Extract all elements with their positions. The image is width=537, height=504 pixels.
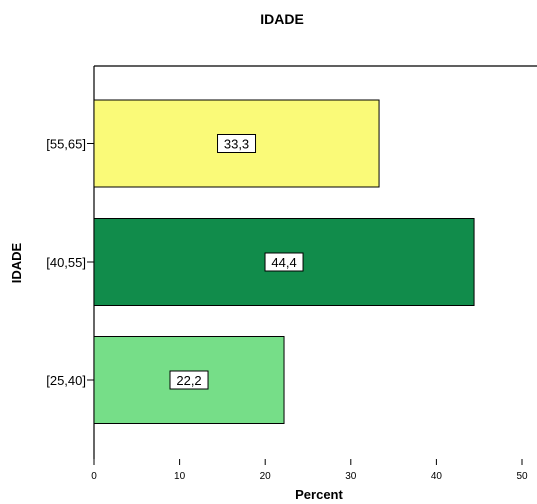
x-axis-ticks: 0 10 20 30 40 50 [91,459,528,482]
y-tick-label: [40,55] [46,255,86,270]
x-tick-label: 20 [260,471,272,482]
bar-value-label-box [264,252,304,272]
bar-value-label-box [169,370,209,390]
x-tick-label: 40 [431,471,443,482]
bar-value-label: 33,3 [224,137,249,152]
y-tick-label: [25,40] [46,373,86,388]
x-axis-title: Percent [295,487,343,502]
x-tick-label: 0 [91,471,97,482]
bar-value-label: 22,2 [176,373,201,388]
y-axis-ticks: [55,65] [40,55] [25,40] [46,137,94,388]
x-tick-label: 30 [345,471,357,482]
bar-value-label: 44,4 [271,255,296,270]
x-tick-label: 50 [516,471,528,482]
bar-value-label-box [217,134,257,153]
x-tick-label: 10 [174,471,186,482]
chart-title: IDADE [260,11,304,27]
bars: 33,3 44,4 22,2 [93,99,475,424]
y-tick-label: [55,65] [46,137,86,152]
y-axis-title: IDADE [9,242,24,283]
plot-area: 33,344,422,2 0 10 20 30 40 50 [55,65][40,55][… [46,65,537,482]
